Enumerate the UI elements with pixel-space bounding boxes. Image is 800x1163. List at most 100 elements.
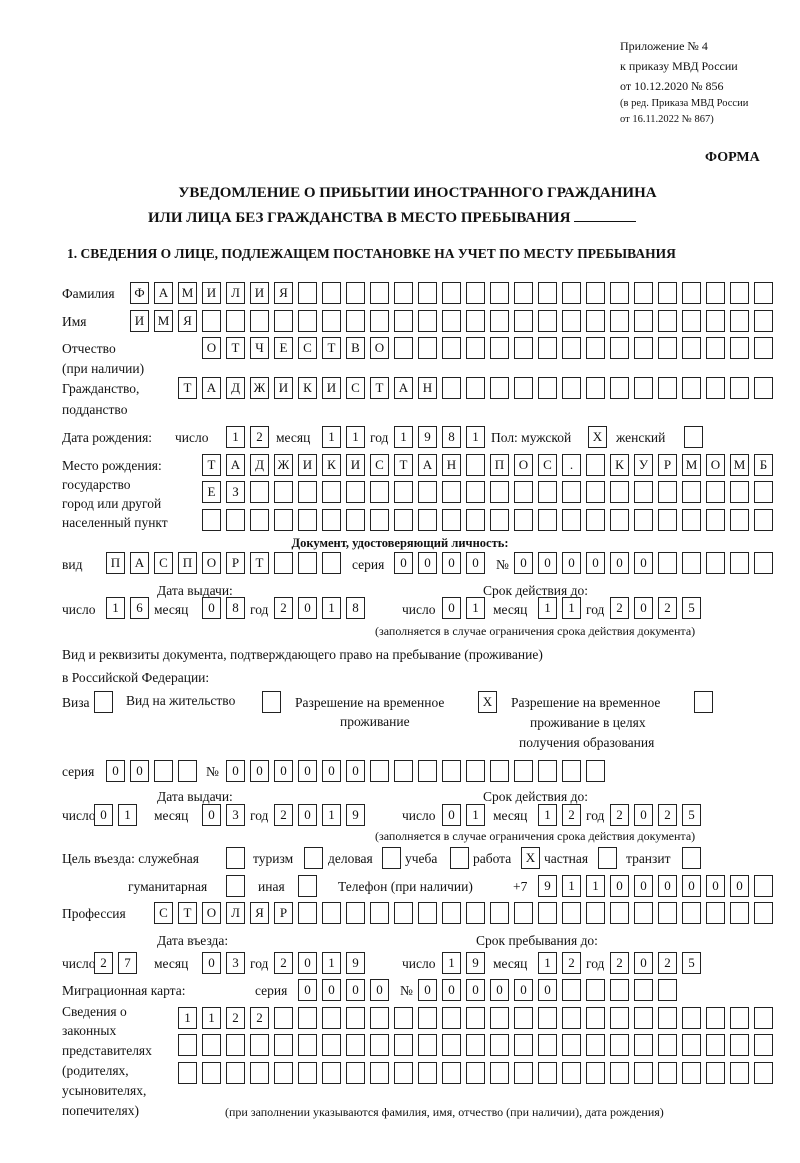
char-box[interactable] <box>490 902 509 924</box>
char-box[interactable] <box>298 902 317 924</box>
char-box[interactable] <box>730 1007 749 1029</box>
char-box[interactable]: 2 <box>610 597 629 619</box>
char-box[interactable] <box>370 282 389 304</box>
char-box[interactable]: 0 <box>130 760 149 782</box>
char-box[interactable]: 0 <box>298 597 317 619</box>
char-box[interactable] <box>490 1062 509 1084</box>
char-box[interactable] <box>538 282 557 304</box>
char-box[interactable] <box>370 760 389 782</box>
char-box[interactable]: С <box>154 552 173 574</box>
char-box[interactable] <box>562 760 581 782</box>
char-box[interactable]: 0 <box>418 979 437 1001</box>
char-box[interactable]: И <box>274 377 293 399</box>
char-box[interactable]: С <box>370 454 389 476</box>
char-box[interactable] <box>466 509 485 531</box>
char-box[interactable]: С <box>298 337 317 359</box>
char-box[interactable]: Л <box>226 282 245 304</box>
char-box[interactable] <box>490 282 509 304</box>
char-box[interactable]: П <box>178 552 197 574</box>
char-box[interactable] <box>730 509 749 531</box>
char-box[interactable]: К <box>298 377 317 399</box>
char-box[interactable] <box>586 509 605 531</box>
char-box[interactable] <box>754 481 773 503</box>
char-box[interactable] <box>442 1062 461 1084</box>
char-box[interactable]: 0 <box>346 979 365 1001</box>
char-box[interactable] <box>370 509 389 531</box>
char-box[interactable] <box>202 1034 221 1056</box>
char-box[interactable] <box>514 1034 533 1056</box>
char-box[interactable] <box>682 902 701 924</box>
char-box[interactable]: О <box>202 552 221 574</box>
char-box[interactable] <box>514 902 533 924</box>
char-box[interactable] <box>322 902 341 924</box>
char-box[interactable] <box>682 847 701 869</box>
char-box[interactable] <box>538 760 557 782</box>
char-box[interactable]: 0 <box>466 979 485 1001</box>
char-box[interactable]: 1 <box>106 597 125 619</box>
char-box[interactable] <box>346 310 365 332</box>
char-box[interactable]: 9 <box>418 426 437 448</box>
char-box[interactable] <box>634 282 653 304</box>
char-box[interactable]: Т <box>202 454 221 476</box>
char-box[interactable] <box>658 310 677 332</box>
char-box[interactable]: 0 <box>634 597 653 619</box>
char-box[interactable] <box>466 902 485 924</box>
char-box[interactable] <box>94 691 113 713</box>
char-box[interactable] <box>442 282 461 304</box>
char-box[interactable] <box>610 481 629 503</box>
char-box[interactable] <box>490 760 509 782</box>
char-box[interactable]: 2 <box>94 952 113 974</box>
char-box[interactable] <box>754 509 773 531</box>
char-box[interactable]: 2 <box>562 804 581 826</box>
char-box[interactable]: Е <box>274 337 293 359</box>
char-box[interactable] <box>226 1062 245 1084</box>
char-box[interactable] <box>586 1034 605 1056</box>
char-box[interactable]: Я <box>178 310 197 332</box>
char-box[interactable] <box>370 481 389 503</box>
char-box[interactable]: 0 <box>658 875 677 897</box>
char-box[interactable]: 2 <box>250 426 269 448</box>
char-box[interactable] <box>562 310 581 332</box>
char-box[interactable] <box>418 760 437 782</box>
char-box[interactable]: 0 <box>442 804 461 826</box>
char-box[interactable] <box>346 1034 365 1056</box>
char-box[interactable] <box>442 1034 461 1056</box>
char-box[interactable] <box>658 337 677 359</box>
char-box[interactable] <box>658 481 677 503</box>
char-box[interactable]: 0 <box>94 804 113 826</box>
char-box[interactable] <box>274 552 293 574</box>
char-box[interactable] <box>634 1062 653 1084</box>
char-box[interactable] <box>466 377 485 399</box>
char-box[interactable]: Б <box>754 454 773 476</box>
char-box[interactable] <box>298 310 317 332</box>
char-box[interactable] <box>394 481 413 503</box>
char-box[interactable] <box>730 481 749 503</box>
char-box[interactable]: 2 <box>226 1007 245 1029</box>
char-box[interactable]: 0 <box>298 804 317 826</box>
char-box[interactable] <box>586 979 605 1001</box>
char-box[interactable] <box>514 310 533 332</box>
char-box[interactable]: 2 <box>274 804 293 826</box>
char-box[interactable] <box>298 552 317 574</box>
char-box[interactable]: Н <box>442 454 461 476</box>
char-box[interactable] <box>466 760 485 782</box>
char-box[interactable]: 1 <box>562 597 581 619</box>
char-box[interactable]: 2 <box>658 952 677 974</box>
char-box[interactable]: И <box>130 310 149 332</box>
char-box[interactable]: 0 <box>538 979 557 1001</box>
char-box[interactable] <box>562 902 581 924</box>
char-box[interactable] <box>706 481 725 503</box>
char-box[interactable] <box>178 760 197 782</box>
char-box[interactable] <box>730 902 749 924</box>
char-box[interactable]: 8 <box>346 597 365 619</box>
char-box[interactable] <box>754 1062 773 1084</box>
char-box[interactable] <box>682 337 701 359</box>
char-box[interactable]: Т <box>394 454 413 476</box>
char-box[interactable] <box>490 377 509 399</box>
char-box[interactable] <box>322 552 341 574</box>
char-box[interactable]: И <box>250 282 269 304</box>
char-box[interactable] <box>586 454 605 476</box>
char-box[interactable] <box>394 1034 413 1056</box>
char-box[interactable] <box>754 310 773 332</box>
char-box[interactable] <box>322 310 341 332</box>
